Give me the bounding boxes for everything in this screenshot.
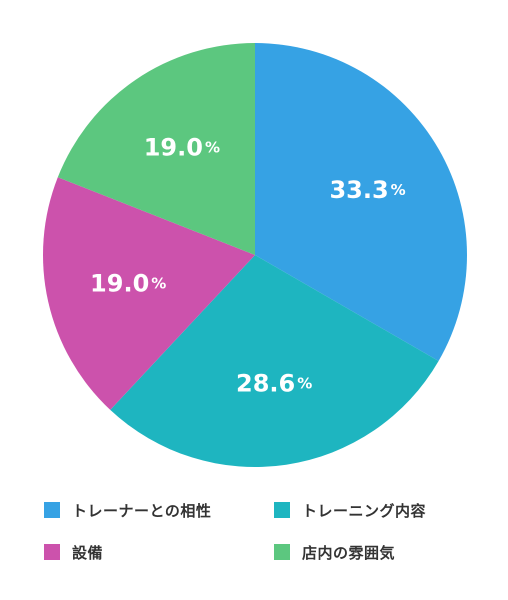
slice-value-label: 19.0% bbox=[90, 270, 166, 298]
legend-swatch bbox=[274, 544, 290, 560]
slice-value-label: 28.6% bbox=[236, 370, 312, 398]
pie-slice bbox=[57, 42, 255, 255]
slice-value-label: 19.0% bbox=[144, 134, 220, 162]
legend: トレーナーとの相性 トレーニング内容 設備 店内の雰囲気 bbox=[44, 500, 484, 562]
legend-label: トレーナーとの相性 bbox=[72, 501, 212, 520]
pie-slice bbox=[42, 177, 255, 410]
pie-slice bbox=[110, 255, 439, 468]
legend-item-training-content: トレーニング内容 bbox=[274, 500, 484, 520]
legend-label: トレーニング内容 bbox=[302, 501, 427, 520]
slice-value-label: 33.3% bbox=[329, 176, 405, 204]
legend-swatch bbox=[274, 502, 290, 518]
legend-swatch bbox=[44, 544, 60, 560]
legend-label: 設備 bbox=[72, 543, 104, 562]
legend-item-store-atmosphere: 店内の雰囲気 bbox=[274, 542, 484, 562]
pie-slice bbox=[255, 43, 467, 361]
pie-slices bbox=[42, 42, 467, 468]
pie-chart: 33.3 % 28.6 % 19.0 % 19.0% bbox=[42, 42, 467, 468]
legend-swatch bbox=[44, 502, 60, 518]
legend-item-trainer-compatibility: トレーナーとの相性 bbox=[44, 500, 274, 520]
legend-item-facilities: 設備 bbox=[44, 542, 274, 562]
pie-value-labels: 33.3 % 28.6 % 19.0 % 19.0% bbox=[90, 134, 406, 398]
legend-label: 店内の雰囲気 bbox=[302, 543, 396, 562]
